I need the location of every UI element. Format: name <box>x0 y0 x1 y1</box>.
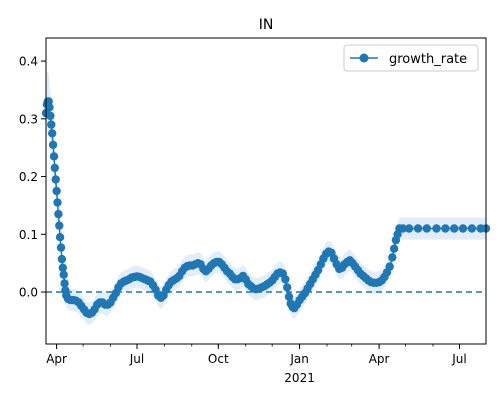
data-point <box>55 221 64 230</box>
x-tick-label: Apr <box>369 352 390 366</box>
y-tick-label: 0.4 <box>19 55 38 69</box>
axes-frame <box>45 37 487 345</box>
data-point <box>441 224 450 233</box>
y-tick-label: 0.0 <box>19 286 38 300</box>
chart-title: IN <box>259 17 274 33</box>
data-point <box>47 120 56 129</box>
data-point <box>48 140 58 149</box>
data-point <box>389 244 399 253</box>
x-tick-label: Oct <box>208 352 229 366</box>
data-point <box>59 270 68 279</box>
y-tick-label: 0.3 <box>19 112 38 126</box>
data-point <box>281 275 290 284</box>
data-point <box>283 283 292 292</box>
data-point <box>458 224 468 233</box>
series-growth-rate <box>41 97 491 319</box>
uncertainty-band <box>46 71 486 325</box>
y-axis: 0.0 0.1 0.2 0.3 0.4 <box>19 55 46 300</box>
data-point <box>450 224 459 233</box>
legend-entry-growth-rate: growth_rate <box>389 52 467 67</box>
y-tick-label: 0.1 <box>19 228 38 242</box>
data-point <box>45 103 54 112</box>
data-point <box>58 263 67 272</box>
x-tick-label: Jul <box>129 352 144 366</box>
x-tick-label: Jan <box>289 352 309 366</box>
x-tick-label: Jul <box>451 352 466 366</box>
data-point <box>385 262 394 271</box>
data-point <box>57 254 67 264</box>
x-axis: Apr Jul Oct Jan 2021 Apr Jul <box>46 344 467 385</box>
data-point <box>48 129 57 138</box>
data-point <box>54 209 63 219</box>
x-tick-label: Apr <box>46 352 67 366</box>
data-point <box>51 175 60 184</box>
y-tick-label: 0.2 <box>19 170 38 184</box>
data-point <box>432 224 441 233</box>
data-point <box>422 224 431 233</box>
uncertainty-band-area <box>46 71 486 325</box>
data-point <box>50 163 59 173</box>
data-point <box>55 233 65 242</box>
data-point <box>60 279 69 288</box>
legend-box <box>343 44 479 72</box>
data-point <box>49 152 59 161</box>
data-point <box>388 253 397 262</box>
data-point <box>284 292 294 301</box>
data-point <box>467 224 477 233</box>
legend: growth_rate <box>343 44 479 72</box>
x-tick-sublabel: 2021 <box>284 371 315 385</box>
data-point <box>52 186 61 196</box>
data-point <box>56 243 66 252</box>
data-point <box>404 224 414 233</box>
data-point <box>53 198 62 207</box>
data-point <box>413 224 423 233</box>
data-point <box>46 111 55 121</box>
data-point <box>398 224 408 233</box>
legend-marker-sample <box>359 53 369 63</box>
